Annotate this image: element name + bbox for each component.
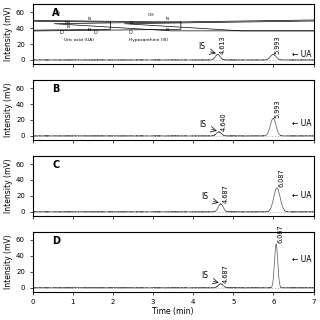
Text: 4.640: 4.640 xyxy=(220,113,227,131)
X-axis label: Time (min): Time (min) xyxy=(152,307,194,316)
Text: Uric acid (UA): Uric acid (UA) xyxy=(64,38,94,43)
Text: ← UA: ← UA xyxy=(292,118,312,127)
Text: N: N xyxy=(165,28,169,33)
Y-axis label: Intensity (mV): Intensity (mV) xyxy=(4,159,13,213)
Text: ← UA: ← UA xyxy=(292,255,312,264)
Text: 4.687: 4.687 xyxy=(222,184,228,203)
Text: OH: OH xyxy=(148,13,154,17)
Text: N: N xyxy=(129,20,132,25)
Text: N: N xyxy=(165,17,169,21)
Text: N: N xyxy=(67,25,69,29)
Text: 5.993: 5.993 xyxy=(275,99,281,117)
Text: O: O xyxy=(60,29,63,35)
Text: 6.087: 6.087 xyxy=(278,169,284,187)
Text: A: A xyxy=(52,8,60,18)
Text: ← UA: ← UA xyxy=(292,191,312,200)
Text: Hypoxanthine (IS): Hypoxanthine (IS) xyxy=(129,38,169,43)
Text: N: N xyxy=(88,28,91,33)
Text: HN: HN xyxy=(65,20,71,25)
Y-axis label: Intensity (mV): Intensity (mV) xyxy=(4,7,13,61)
Text: O: O xyxy=(129,29,133,35)
Text: O: O xyxy=(94,29,98,35)
Y-axis label: Intensity (mV): Intensity (mV) xyxy=(4,235,13,289)
Text: 4.687: 4.687 xyxy=(222,264,228,283)
Text: IS: IS xyxy=(198,42,205,51)
Text: ← UA: ← UA xyxy=(292,50,312,59)
Text: IS: IS xyxy=(201,192,208,201)
Text: 4.613: 4.613 xyxy=(220,35,225,54)
Y-axis label: Intensity (mV): Intensity (mV) xyxy=(4,83,13,137)
Text: D: D xyxy=(52,236,60,246)
Text: O: O xyxy=(56,11,59,16)
Text: IS: IS xyxy=(201,271,208,281)
Text: C: C xyxy=(52,160,60,170)
Text: IS: IS xyxy=(199,120,206,129)
Text: 6.067: 6.067 xyxy=(278,225,284,243)
Text: 5.993: 5.993 xyxy=(275,35,281,54)
Text: B: B xyxy=(52,84,60,94)
Text: N: N xyxy=(88,17,91,21)
